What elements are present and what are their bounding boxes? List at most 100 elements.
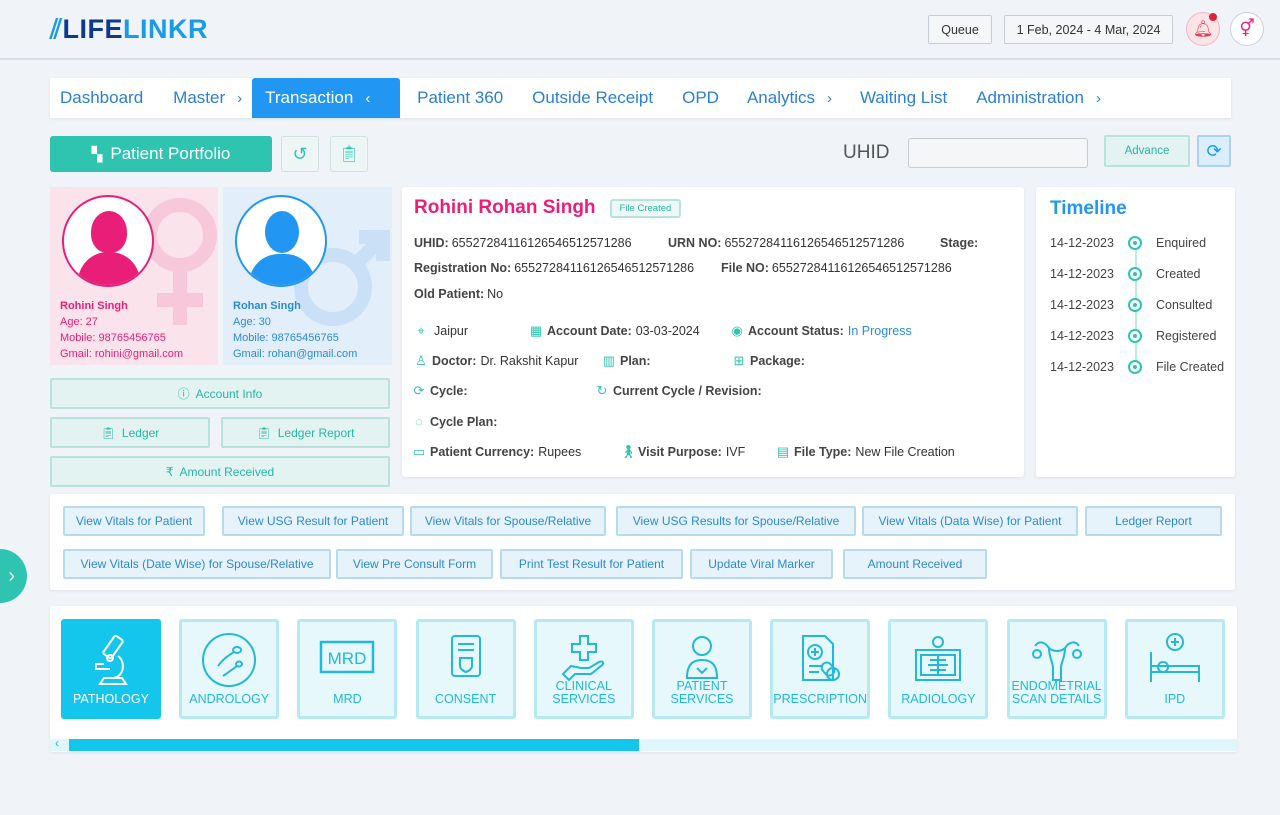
patient-info-card: Rohini Rohan Singh File Created UHID: 655… [402, 187, 1024, 477]
prescription-icon [795, 622, 845, 691]
chevron-left-icon: ‹ [365, 89, 371, 107]
gender-icon[interactable]: ⚥ [1230, 12, 1264, 46]
timeline-dot-icon [1128, 236, 1142, 250]
uhid-input[interactable] [908, 138, 1088, 168]
ledger-button[interactable]: 📋︎ Ledger [50, 417, 210, 448]
timeline-dot-icon [1128, 329, 1142, 343]
account-date: 03-03-2024 [635, 324, 700, 338]
bell-icon[interactable]: 🔔︎ [1186, 12, 1220, 46]
timeline-date: 14-12-2023 [1050, 329, 1114, 343]
male-patient-card: Rohan Singh Age: 30 Mobile: 98765456765 … [223, 187, 392, 365]
timeline-item: 14-12-2023 Registered [1050, 329, 1230, 343]
module-label: RADIOLOGY [901, 692, 976, 706]
action-button[interactable]: View Vitals for Spouse/Relative [410, 506, 606, 536]
action-button[interactable]: Print Test Result for Patient [500, 549, 683, 579]
amount-received-button[interactable]: ₹ Amount Received [50, 456, 390, 487]
history-button[interactable]: ↺ [281, 136, 319, 172]
advance-button[interactable]: Advance [1104, 135, 1190, 167]
clipboard-button[interactable]: 📋︎ [330, 136, 368, 172]
plan-label: Plan: [620, 354, 651, 368]
module-tile-pathology[interactable]: PATHOLOGY [61, 619, 161, 719]
radiology-icon [910, 622, 966, 691]
ledger-report-button[interactable]: 📋︎ Ledger Report [221, 417, 390, 448]
action-button[interactable]: View USG Result for Patient [222, 506, 404, 536]
female-age: Age: 27 [60, 316, 98, 328]
timeline-title: Timeline [1050, 198, 1127, 219]
date-range-picker[interactable]: 1 Feb, 2024 - 4 Mar, 2024 [1004, 15, 1173, 44]
chevron-right-icon: › [826, 89, 832, 107]
module-tile-patient-services[interactable]: PATIENT SERVICES [652, 619, 752, 719]
male-avatar [235, 195, 327, 287]
action-button[interactable]: View USG Results for Spouse/Relative [616, 506, 856, 536]
male-mobile: Mobile: 98765456765 [233, 332, 339, 344]
nav-dashboard[interactable]: Dashboard [60, 88, 144, 107]
module-tile-prescription[interactable]: PRESCRIPTION [770, 619, 871, 719]
module-label: PATHOLOGY [73, 692, 149, 706]
status-badge: File Created [609, 198, 682, 218]
nav-patient-360[interactable]: Patient 360 [417, 88, 504, 107]
timeline-date: 14-12-2023 [1050, 236, 1114, 250]
header: ⫽LIFELINKR Queue 1 Feb, 2024 - 4 Mar, 20… [0, 0, 1280, 60]
male-email: Gmail: rohan@gmail.com [233, 348, 358, 360]
nav-waiting-list[interactable]: Waiting List [859, 88, 948, 107]
nav-opd[interactable]: OPD [682, 88, 719, 107]
account-info-button[interactable]: ⓘ Account Info [50, 378, 390, 409]
clipboard-icon: 📋︎ [100, 425, 116, 440]
timeline-item: 14-12-2023 File Created [1050, 360, 1230, 374]
action-button[interactable]: Amount Received [843, 549, 987, 579]
queue-button[interactable]: Queue [928, 15, 992, 44]
nav-administration[interactable]: Administration › [976, 88, 1101, 107]
action-button[interactable]: Ledger Report [1085, 506, 1222, 536]
nav-transaction[interactable]: Transaction ‹ [252, 78, 401, 118]
old-patient-value: No [487, 287, 504, 301]
uhid-value: 6552728411612654651257128​6 [451, 236, 632, 250]
modules-scrollbar[interactable]: ‹ [50, 736, 1237, 751]
female-symbol-icon [143, 198, 217, 325]
action-button[interactable]: View Vitals (Data Wise) for Patient [862, 506, 1078, 536]
nav-outside-receipt[interactable]: Outside Receipt [532, 88, 654, 107]
timeline-dot-icon [1128, 298, 1142, 312]
cycle-plan-label: Cycle Plan: [430, 414, 498, 429]
clipboard-icon: 📋︎ [338, 146, 360, 163]
history-icon: ↺ [292, 143, 308, 164]
module-tile-ipd[interactable]: IPD [1124, 619, 1225, 719]
patient-portfolio-button[interactable]: ▚ Patient Portfolio [50, 136, 272, 172]
nav-analytics[interactable]: Analytics › [746, 88, 832, 107]
action-button[interactable]: View Vitals for Patient [63, 506, 205, 536]
female-mobile: Mobile: 98765456765 [60, 332, 166, 344]
module-tile-andrology[interactable]: ANDROLOGY [179, 619, 280, 719]
timeline-date: 14-12-2023 [1050, 360, 1114, 374]
module-label: ANDROLOGY [189, 692, 270, 706]
scroll-left-icon[interactable]: ‹ [55, 736, 59, 750]
module-label: IPD [1164, 692, 1186, 706]
module-label: PATIENT SERVICES [670, 679, 734, 706]
timeline-label: Created [1156, 267, 1201, 281]
module-label: MRD [333, 692, 362, 706]
clinical-services-icon [559, 622, 609, 691]
female-patient-card: Rohini Singh Age: 27 Mobile: 98765456765… [50, 187, 218, 365]
action-button[interactable]: Update Viral Marker [690, 549, 833, 579]
refresh-button[interactable]: ⟳ [1197, 135, 1231, 167]
location-icon: ⌖ [417, 323, 425, 338]
timeline-dot-icon [1128, 360, 1142, 374]
uhid-label: UHID [843, 142, 890, 163]
sidebar-toggle[interactable]: › [0, 549, 27, 603]
module-label: CONSENT [435, 692, 497, 706]
action-button[interactable]: View Pre Consult Form [336, 549, 493, 579]
module-tile-clinical-services[interactable]: CLINICAL SERVICES [533, 619, 634, 719]
male-symbol-icon [294, 230, 390, 326]
pathology-icon [86, 622, 136, 691]
module-tile-consent[interactable]: CONSENT [415, 619, 516, 719]
action-button[interactable]: View Vitals (Date Wise) for Spouse/Relat… [63, 549, 331, 579]
module-tile-radiology[interactable]: RADIOLOGY [888, 619, 989, 719]
city: Jaipur [434, 324, 469, 338]
module-tile-mrd[interactable]: MRD MRD [297, 619, 398, 719]
module-label: CLINICAL SERVICES [552, 679, 616, 706]
male-name: Rohan Singh [233, 300, 301, 312]
nav-master[interactable]: Master › [173, 88, 243, 107]
scrollbar-thumb[interactable] [69, 739, 639, 751]
module-label: ENDOMETRIAL SCAN DETAILS [1011, 679, 1102, 706]
timeline-date: 14-12-2023 [1050, 298, 1114, 312]
module-tile-endometrial-scan-details[interactable]: ENDOMETRIAL SCAN DETAILS [1006, 619, 1107, 719]
rupee-icon: ₹ [165, 464, 174, 479]
